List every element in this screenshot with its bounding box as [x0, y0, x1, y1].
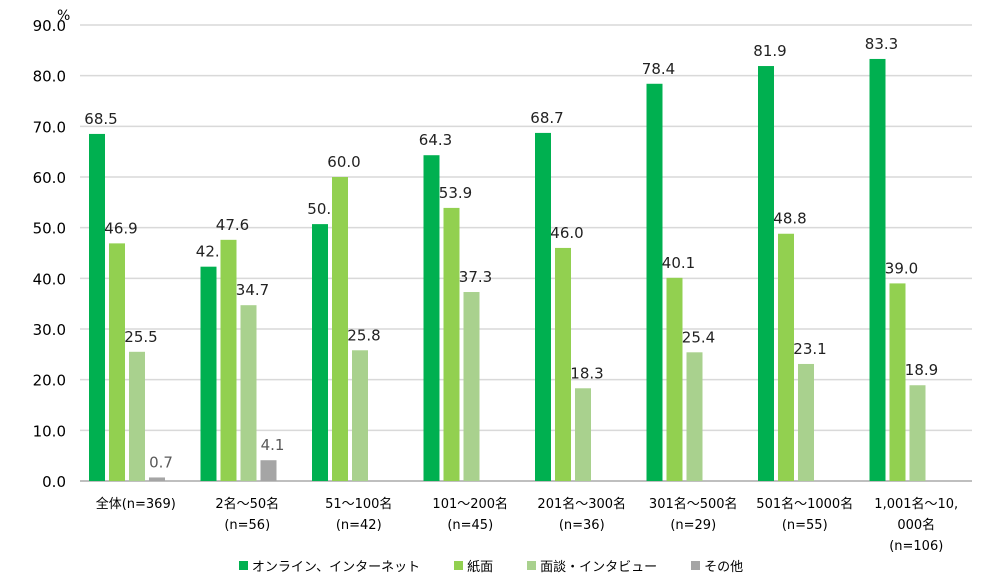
data-label: 46.0 [550, 224, 583, 242]
data-label: 48.8 [773, 210, 806, 228]
x-tick-label: 101～200名 [432, 496, 508, 512]
y-tick-label: 10.0 [33, 422, 66, 440]
legend-label: オンライン、インターネット [251, 560, 421, 575]
data-label: 40.1 [662, 254, 695, 272]
bar [200, 266, 217, 481]
data-label: 4.1 [261, 436, 285, 454]
data-label: 0.7 [149, 453, 173, 471]
bar [909, 385, 926, 481]
legend-item: その他 [691, 556, 743, 575]
bar [240, 305, 257, 481]
data-label: 60.0 [327, 153, 360, 171]
y-tick-label: 20.0 [33, 372, 66, 390]
bar [798, 363, 814, 481]
x-tick-label: 301名～500名 [649, 496, 738, 512]
bar [463, 292, 480, 481]
x-tick-label: 全体(n=369) [96, 496, 176, 512]
bar [220, 239, 237, 481]
y-tick-label: 90.0 [33, 17, 66, 35]
data-label: 46.9 [104, 219, 137, 237]
y-tick-label: 60.0 [33, 169, 66, 187]
bar [129, 351, 145, 481]
bar [332, 177, 348, 481]
bar [535, 132, 551, 482]
data-label: 64.3 [419, 131, 452, 149]
data-label: 25.8 [347, 326, 380, 344]
bar [869, 58, 886, 482]
data-label: 34.7 [236, 281, 269, 299]
y-unit-label: % [57, 8, 70, 24]
bar [555, 247, 571, 481]
y-tick-label: 0.0 [42, 473, 66, 491]
bar [109, 243, 125, 481]
x-tick-label: (n=106) [889, 539, 943, 554]
x-tick-label: (n=29) [670, 518, 716, 533]
legend-swatch [527, 561, 537, 570]
data-label: 18.9 [905, 361, 938, 379]
y-tick-label: 30.0 [33, 321, 66, 339]
data-label: 18.3 [570, 364, 603, 382]
x-tick-label: 2名～50名 [215, 496, 279, 512]
bar [889, 283, 906, 481]
y-tick-label: 80.0 [33, 68, 66, 86]
x-tick-label: 1,001名～10, [874, 496, 958, 512]
legend-swatch [238, 561, 248, 570]
legend-label: 面談・インタビュー [540, 560, 658, 575]
legend: オンライン、インターネット 紙面 面談・インタビュー その他 [0, 556, 982, 575]
bar [758, 66, 774, 481]
data-label: 68.5 [84, 110, 117, 128]
data-label: 25.5 [124, 328, 157, 346]
bar [443, 207, 460, 481]
bar [778, 233, 794, 481]
bar [352, 350, 368, 481]
x-tick-label: 201名～300名 [537, 496, 626, 512]
x-tick-label: (n=45) [447, 518, 493, 533]
x-tick-label: 51～100名 [325, 496, 392, 512]
bar [89, 133, 105, 481]
data-label: 37.3 [459, 268, 492, 286]
legend-label: その他 [704, 560, 744, 575]
bar [686, 352, 703, 481]
data-label: 78.4 [642, 60, 675, 78]
data-label: 47.6 [216, 216, 249, 234]
data-label: 23.1 [793, 340, 826, 358]
data-label: 83.3 [865, 35, 898, 53]
x-tick-label: (n=55) [782, 518, 828, 533]
y-tick-label: 70.0 [33, 118, 66, 136]
legend-swatch [691, 561, 701, 570]
data-label: 81.9 [753, 42, 786, 60]
legend-item: オンライン、インターネット [238, 556, 421, 575]
data-label: 25.4 [682, 328, 715, 346]
legend-item: 紙面 [454, 556, 493, 575]
x-tick-label: (n=56) [224, 518, 270, 533]
bar [149, 477, 165, 481]
bar [312, 224, 328, 481]
x-tick-label: 000名 [897, 517, 935, 533]
bar [646, 83, 663, 482]
bar [666, 277, 683, 481]
x-tick-label: 501名～1000名 [756, 496, 853, 512]
x-tick-label: (n=36) [559, 518, 605, 533]
data-label: 68.7 [530, 109, 563, 127]
bar [575, 388, 591, 481]
y-tick-label: 40.0 [33, 270, 66, 288]
x-tick-label: (n=42) [336, 518, 382, 533]
y-tick-label: 50.0 [33, 220, 66, 238]
bar-chart: 0.0 10.0 20.0 30.0 40.0 50.0 60.0 70.0 80.0 90.0%… [33, 8, 972, 554]
bar [260, 460, 277, 481]
legend-label: 紙面 [467, 560, 494, 575]
legend-swatch [454, 561, 464, 570]
data-label: 39.0 [885, 259, 918, 277]
bar [423, 155, 440, 482]
legend-item: 面談・インタビュー [527, 556, 657, 575]
data-label: 53.9 [439, 184, 472, 202]
